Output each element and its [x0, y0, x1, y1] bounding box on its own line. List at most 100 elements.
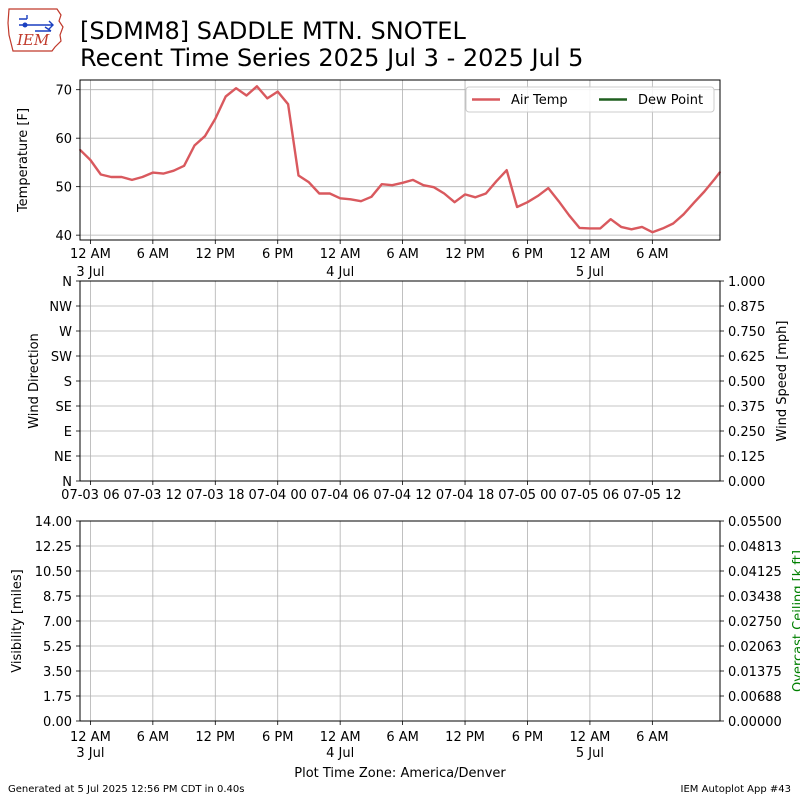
air-temp-point — [120, 176, 123, 178]
air-temp-point — [266, 97, 269, 100]
air-temp-point — [641, 226, 643, 228]
vis-axis-label: Visibility [miles] — [10, 569, 25, 672]
air-temp-point — [349, 198, 352, 201]
ceiling-y-tick-label: 0.04125 — [728, 565, 782, 580]
temp-x-date-label: 4 Jul — [326, 265, 354, 280]
wind-speed-tick-label: 0.000 — [728, 475, 765, 490]
air-temp-point — [464, 193, 466, 196]
temp-x-tick-label: 6 PM — [512, 247, 543, 262]
temp-plot-frame — [79, 79, 721, 241]
vis-x-tick-label: 6 AM — [386, 730, 419, 745]
air-temp-point — [99, 173, 102, 176]
air-temp-point — [672, 222, 675, 225]
wind-speed-tick-label: 1.000 — [728, 275, 765, 290]
air-temp-point — [141, 176, 144, 178]
temp-x-tick-label: 6 PM — [262, 247, 293, 262]
vis-x-tick-label: 12 PM — [445, 730, 485, 745]
air-temp-point — [89, 159, 92, 161]
temp-y-tick-label: 60 — [55, 132, 72, 147]
air-temp-point — [391, 184, 394, 187]
air-temp-point — [318, 192, 321, 195]
vis-x-tick-label: 6 AM — [636, 730, 669, 745]
temp-y-tick-label: 40 — [55, 229, 72, 244]
ceiling-y-tick-label: 0.04813 — [728, 540, 782, 555]
temp-x-tick-label: 6 AM — [636, 247, 669, 262]
air-temp-point — [256, 85, 258, 88]
footer-app: IEM Autoplot App #43 — [680, 784, 791, 795]
ceiling-y-tick-label: 0.01375 — [728, 665, 782, 680]
wind-dir-tick-label: W — [59, 325, 72, 340]
air-temp-point — [443, 192, 446, 195]
wind-x-tick-label: 07-05 12 — [623, 488, 681, 503]
vis-y-tick-label: 12.25 — [35, 540, 72, 555]
temp-y-tick-label: 70 — [55, 84, 72, 99]
air-temp-point — [328, 192, 331, 195]
wind-x-tick-label: 07-04 00 — [248, 488, 306, 503]
vis-y-tick-label: 14.00 — [35, 515, 72, 530]
ceiling-y-tick-label: 0.00000 — [728, 715, 782, 730]
vis-x-tick-label: 6 AM — [137, 730, 170, 745]
iem-logo: IEM — [7, 8, 64, 52]
wind-speed-tick-label: 0.125 — [728, 450, 765, 465]
station-dot-icon — [22, 22, 28, 28]
air-temp-point — [547, 187, 550, 190]
iowa-outline-icon — [7, 8, 64, 52]
wind-speed-axis-label: Wind Speed [mph] — [775, 321, 790, 442]
air-temp-point — [245, 94, 248, 97]
air-temp-point — [172, 169, 175, 172]
air-temp-point — [276, 90, 279, 93]
vis-y-tick-label: 7.00 — [43, 615, 72, 630]
wind-plot-frame — [79, 280, 721, 482]
vis-x-date-label: 4 Jul — [326, 746, 354, 761]
vis-x-tick-label: 12 PM — [195, 730, 235, 745]
air-temp-point — [401, 181, 404, 184]
wind-x-tick-label: 07-05 00 — [498, 488, 556, 503]
air-temp-point — [183, 164, 185, 167]
vis-y-tick-label: 8.75 — [43, 590, 72, 605]
wind-x-tick-label: 07-04 18 — [436, 488, 494, 503]
wind-speed-tick-label: 0.500 — [728, 375, 765, 390]
wind-dir-tick-label: NE — [54, 450, 72, 465]
vis-y-tick-label: 5.25 — [43, 640, 72, 655]
vis-y-tick-label: 0.00 — [43, 715, 72, 730]
temp-y-axis-label: Temperature [F] — [16, 108, 31, 213]
legend-box — [465, 86, 715, 113]
air-temp-point — [162, 172, 165, 175]
wind-x-tick-label: 07-05 06 — [561, 488, 619, 503]
vis-y-tick-label: 3.50 — [43, 665, 72, 680]
air-temp-point — [578, 226, 581, 229]
temp-x-tick-label: 6 AM — [386, 247, 419, 262]
wind-x-tick-label: 07-03 12 — [124, 488, 182, 503]
temp-x-date-label: 5 Jul — [576, 265, 604, 280]
wind-dir-axis-label: Wind Direction — [27, 333, 42, 429]
vis-plot-frame — [79, 520, 721, 722]
air-temp-point — [432, 186, 435, 189]
vis-x-tick-label: 12 AM — [70, 730, 111, 745]
wind-dir-tick-label: S — [64, 375, 72, 390]
temp-x-tick-label: 12 AM — [570, 247, 611, 262]
air-temp-point — [474, 196, 477, 199]
air-temp-point — [484, 192, 487, 195]
temp-x-tick-label: 6 AM — [137, 247, 170, 262]
wind-speed-tick-label: 0.625 — [728, 350, 765, 365]
ceiling-y-tick-label: 0.00688 — [728, 690, 782, 705]
vis-x-tick-label: 6 PM — [512, 730, 543, 745]
footer-generated: Generated at 5 Jul 2025 12:56 PM CDT in … — [8, 784, 245, 795]
logo-text: IEM — [16, 31, 50, 49]
wind-dir-tick-label: N — [62, 275, 72, 290]
wind-dir-tick-label: NW — [49, 300, 72, 315]
legend-air-temp-label: Air Temp — [511, 93, 568, 108]
vis-x-tick-label: 12 AM — [320, 730, 361, 745]
wind-speed-tick-label: 0.250 — [728, 425, 765, 440]
temp-x-tick-label: 12 AM — [320, 247, 361, 262]
wind-speed-tick-label: 0.750 — [728, 325, 765, 340]
chart-title: [SDMM8] SADDLE MTN. SNOTEL — [80, 17, 466, 45]
air-temp-point — [453, 201, 456, 204]
air-temp-point — [235, 87, 237, 90]
wind-x-tick-label: 07-03 18 — [186, 488, 244, 503]
temp-x-date-label: 3 Jul — [76, 265, 104, 280]
air-temp-point — [131, 178, 133, 181]
air-temp-point — [599, 227, 602, 230]
